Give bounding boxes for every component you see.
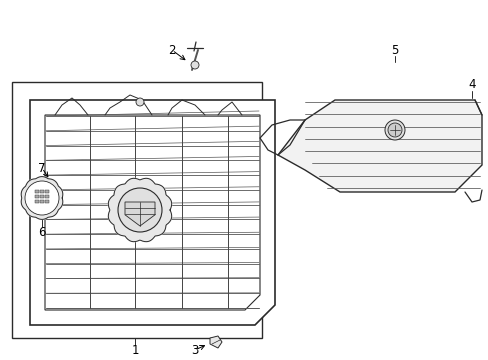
Text: 4: 4 bbox=[468, 78, 475, 91]
Text: 7: 7 bbox=[38, 162, 46, 175]
Bar bbox=[45, 195, 49, 198]
Circle shape bbox=[25, 181, 59, 215]
Bar bbox=[35, 195, 39, 198]
Bar bbox=[45, 200, 49, 203]
Polygon shape bbox=[209, 336, 222, 348]
Bar bbox=[35, 190, 39, 193]
Bar bbox=[12, 82, 262, 338]
Bar bbox=[40, 200, 44, 203]
Circle shape bbox=[191, 61, 199, 69]
Bar bbox=[35, 200, 39, 203]
Text: 5: 5 bbox=[390, 44, 398, 57]
Polygon shape bbox=[108, 178, 171, 242]
Polygon shape bbox=[278, 100, 481, 192]
Text: 6: 6 bbox=[38, 225, 46, 238]
Polygon shape bbox=[21, 177, 62, 219]
Text: 1: 1 bbox=[131, 343, 139, 356]
Circle shape bbox=[118, 188, 162, 232]
Polygon shape bbox=[30, 100, 274, 325]
Circle shape bbox=[387, 123, 401, 137]
Bar bbox=[40, 190, 44, 193]
Bar bbox=[45, 190, 49, 193]
Polygon shape bbox=[125, 202, 155, 226]
Text: 3: 3 bbox=[191, 343, 198, 356]
Text: 2: 2 bbox=[168, 44, 175, 57]
Circle shape bbox=[384, 120, 404, 140]
Circle shape bbox=[136, 98, 143, 106]
Bar bbox=[40, 195, 44, 198]
